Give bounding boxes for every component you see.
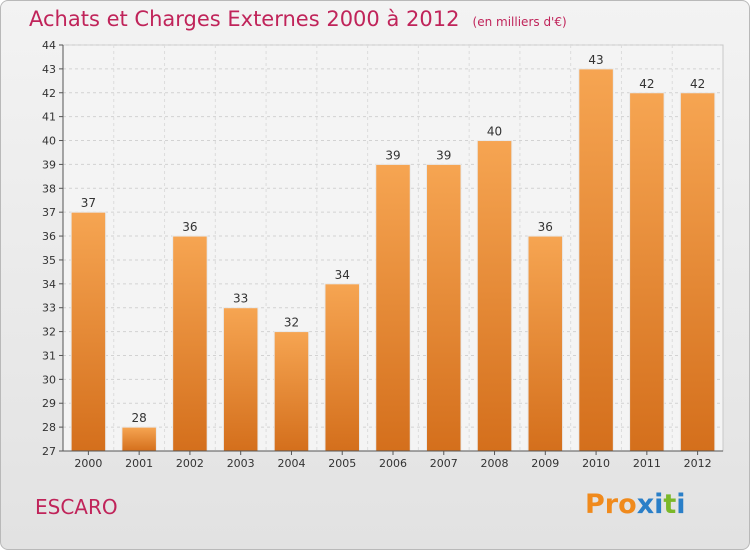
bar-2000 [70, 211, 107, 452]
y-tick-label: 32 [42, 326, 56, 339]
bar-2010 [578, 68, 614, 452]
x-tick-label: 2011 [633, 457, 661, 470]
proxiti-logo: Proxiti [585, 489, 686, 520]
y-tick-label: 41 [42, 111, 56, 124]
value-label: 33 [233, 292, 248, 306]
value-label: 42 [690, 77, 705, 91]
x-tick-label: 2007 [430, 457, 458, 470]
value-label: 39 [436, 148, 451, 162]
axes: 27 28 29 30 31 32 33 34 35 36 37 38 39 40 41 42 43 44 2000… [42, 39, 723, 470]
x-tick-label: 2000 [74, 457, 102, 470]
value-label: 39 [385, 148, 400, 162]
chart-title-block: Achats et Charges Externes 2000 à 2012 (… [29, 7, 567, 31]
y-tick-label: 35 [42, 254, 56, 267]
y-tick-label: 29 [42, 397, 56, 410]
y-tick-label: 38 [42, 182, 56, 195]
bar-2011 [629, 92, 665, 452]
x-tick-label: 2003 [227, 457, 255, 470]
x-tick-label: 2012 [684, 457, 712, 470]
x-tick-label: 2006 [379, 457, 407, 470]
bar-2004 [273, 331, 310, 452]
bar-2005 [324, 283, 360, 452]
value-label: 40 [487, 125, 502, 139]
logo-letter: i [654, 489, 664, 520]
x-tick-label: 2004 [277, 457, 305, 470]
y-tick-label: 39 [42, 158, 56, 171]
x-tick-label: 2001 [125, 457, 153, 470]
x-tick-label: 2002 [176, 457, 204, 470]
chart-title: Achats et Charges Externes 2000 à 2012 [29, 7, 460, 31]
bar-2002 [172, 235, 208, 452]
logo-letter: o [618, 489, 637, 520]
bar-2006 [375, 163, 411, 452]
value-label: 43 [588, 53, 603, 67]
bar-2003 [222, 307, 259, 452]
bar-2008 [476, 140, 513, 452]
value-label: 36 [538, 220, 553, 234]
logo-letter: t [663, 489, 677, 520]
value-label: 36 [182, 220, 197, 234]
logo-letter: r [604, 489, 619, 520]
bar-2007 [426, 163, 462, 452]
y-tick-label: 44 [42, 39, 56, 52]
y-tick-label: 40 [42, 135, 56, 148]
bar-2009 [527, 235, 564, 452]
value-label: 28 [132, 411, 147, 425]
value-label: 42 [639, 77, 654, 91]
x-tick-label: 2008 [481, 457, 509, 470]
y-tick-label: 27 [42, 445, 56, 458]
y-tick-label: 37 [42, 206, 56, 219]
y-tick-label: 36 [42, 230, 56, 243]
y-tick-label: 43 [42, 63, 56, 76]
y-tick-label: 34 [42, 278, 56, 291]
value-label: 37 [81, 196, 96, 210]
bars: 37 28 36 33 32 34 39 39 40 36 43 42 42 [70, 53, 716, 452]
logo-letter: x [636, 489, 655, 520]
logo-letter: P [585, 489, 605, 520]
x-tick-label: 2005 [328, 457, 356, 470]
bar-2012 [679, 92, 716, 452]
y-tick-label: 28 [42, 421, 56, 434]
logo-letter: i [676, 489, 686, 520]
y-tick-label: 31 [42, 349, 56, 362]
y-tick-label: 33 [42, 302, 56, 315]
value-label: 34 [335, 268, 350, 282]
value-label: 32 [284, 316, 299, 330]
chart-subtitle: (en milliers d'€) [472, 15, 567, 29]
x-tick-label: 2009 [531, 457, 559, 470]
commune-name: ESCARO [35, 495, 118, 519]
bar-2001 [121, 426, 157, 452]
x-tick-label: 2010 [582, 457, 610, 470]
y-tick-label: 42 [42, 87, 56, 100]
y-tick-label: 30 [42, 373, 56, 386]
